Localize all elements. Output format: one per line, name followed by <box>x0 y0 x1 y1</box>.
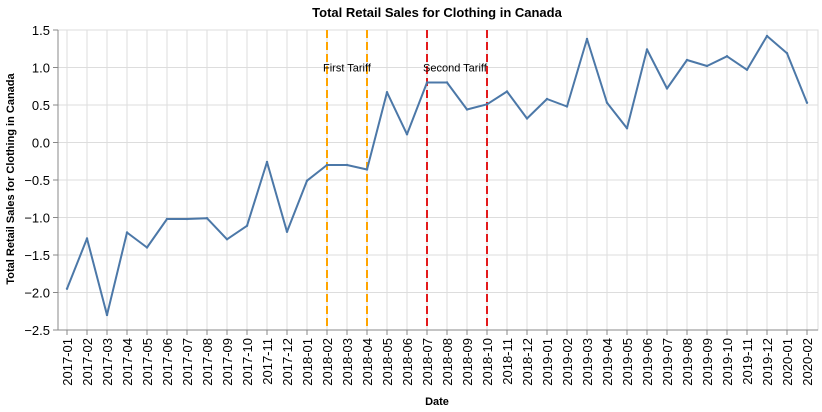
x-tick-label: 2018-12 <box>520 338 535 386</box>
axes: −2.5 −2.0 −1.5 −1.0 −0.5 0.0 0.5 1.0 1.5 2017-01 2… <box>24 23 818 386</box>
data-point <box>525 117 529 120</box>
y-tick-label: −1.5 <box>24 248 50 263</box>
series-line <box>66 35 808 316</box>
tariff-annotation: Second Tariff <box>423 63 488 75</box>
x-tick-label: 2018-02 <box>320 338 335 386</box>
data-point <box>725 55 729 58</box>
x-tick-label: 2017-09 <box>220 338 235 386</box>
data-point <box>665 87 669 90</box>
data-point <box>565 105 569 108</box>
data-point <box>645 48 649 51</box>
data-point <box>545 97 549 101</box>
x-tick-label: 2019-09 <box>700 338 715 386</box>
data-point <box>685 58 689 62</box>
y-tick-label: −0.5 <box>24 173 50 188</box>
tariff-annotation: First Tariff <box>323 63 372 75</box>
x-tick-label: 2018-07 <box>420 338 435 386</box>
x-tick-label: 2018-04 <box>360 338 375 386</box>
x-tick-label: 2019-05 <box>620 338 635 386</box>
x-tick-label: 2020-02 <box>800 338 815 386</box>
x-tick-label: 2018-10 <box>480 338 495 386</box>
tariff-markers <box>326 30 488 330</box>
data-point <box>245 224 249 227</box>
x-tick-label: 2018-01 <box>300 338 315 386</box>
data-point <box>85 237 89 240</box>
x-tick-label: 2017-08 <box>200 338 215 386</box>
data-point <box>505 90 509 93</box>
data-point <box>185 217 189 221</box>
x-tick-label: 2017-06 <box>160 338 175 386</box>
chart-title: Total Retail Sales for Clothing in Canad… <box>312 5 562 20</box>
data-point <box>765 34 769 38</box>
data-point <box>125 231 129 234</box>
data-point <box>385 91 389 94</box>
data-point <box>65 287 69 290</box>
data-point <box>145 246 149 249</box>
data-point <box>425 81 429 84</box>
y-tick-label: 0.5 <box>32 98 50 113</box>
y-tick-label: −1.0 <box>24 211 50 226</box>
x-tick-label: 2019-08 <box>680 338 695 386</box>
data-point <box>205 217 209 220</box>
data-point <box>705 64 709 68</box>
x-tick-label: 2018-05 <box>380 338 395 386</box>
x-tick-label: 2017-07 <box>180 338 195 386</box>
data-point <box>325 163 329 167</box>
x-tick-label: 2019-04 <box>600 338 615 386</box>
data-point <box>165 217 169 221</box>
data-point <box>745 68 749 71</box>
grid <box>57 29 819 331</box>
x-tick-label: 2019-10 <box>720 338 735 386</box>
x-tick-label: 2019-02 <box>560 338 575 386</box>
annotations: First Tariff Second Tariff <box>323 63 488 75</box>
x-tick-label: 2019-03 <box>580 338 595 386</box>
x-tick-label: 2017-05 <box>140 338 155 386</box>
series <box>65 34 809 317</box>
x-tick-label: 2018-03 <box>340 338 355 386</box>
x-axis-title: Date <box>425 396 449 408</box>
x-tick-label: 2017-03 <box>100 338 115 386</box>
data-point <box>625 127 629 130</box>
data-point <box>785 52 789 55</box>
data-point <box>805 101 809 104</box>
y-tick-label: −2.5 <box>24 323 50 338</box>
x-tick-label: 2018-09 <box>460 338 475 386</box>
y-tick-label: 1.5 <box>32 23 50 38</box>
data-point <box>445 81 449 84</box>
data-point <box>345 163 349 167</box>
x-tick-label: 2017-12 <box>280 338 295 386</box>
data-point <box>285 230 289 233</box>
x-tick-label: 2019-06 <box>640 338 655 386</box>
data-point <box>485 103 489 106</box>
y-tick-label: 0.0 <box>32 136 50 151</box>
data-point <box>365 168 369 171</box>
x-tick-label: 2017-11 <box>260 338 275 385</box>
x-tick-label: 2018-08 <box>440 338 455 386</box>
data-point <box>465 108 469 111</box>
data-point <box>105 313 109 317</box>
y-tick-label: −2.0 <box>24 286 50 301</box>
data-point <box>265 160 269 164</box>
data-point <box>305 179 309 182</box>
data-point <box>605 101 609 104</box>
x-tick-label: 2017-10 <box>240 338 255 386</box>
x-tick-label: 2019-01 <box>540 338 555 386</box>
x-tick-label: 2017-04 <box>120 338 135 386</box>
data-point <box>225 238 229 241</box>
x-tick-label: 2019-07 <box>660 338 675 386</box>
x-tick-label: 2017-02 <box>80 338 95 386</box>
x-tick-label: 2017-01 <box>60 338 75 386</box>
x-tick-label: 2018-11 <box>500 338 515 385</box>
x-tick-label: 2019-12 <box>760 338 775 386</box>
y-tick-label: 1.0 <box>32 61 50 76</box>
y-axis-title: Total Retail Sales for Clothing in Canad… <box>5 72 17 284</box>
data-point <box>585 37 589 41</box>
x-tick-label: 2018-06 <box>400 338 415 386</box>
x-tick-label: 2020-01 <box>780 338 795 386</box>
x-tick-label: 2019-11 <box>740 338 755 385</box>
data-point <box>405 133 409 136</box>
